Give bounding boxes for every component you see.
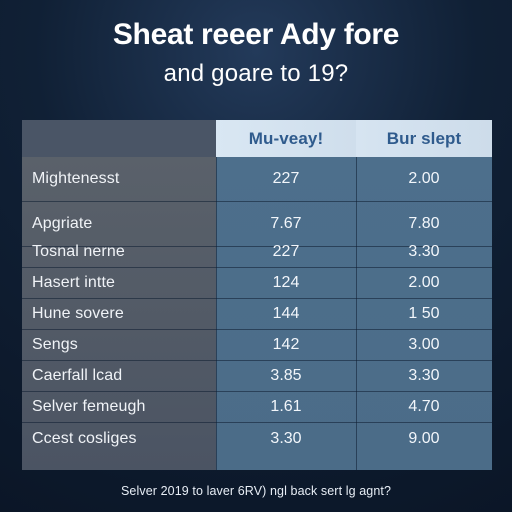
table-row: Ccest cosliges 3.30 9.00 [22, 423, 492, 454]
table-row: Mightenesst 227 2.00 [22, 157, 492, 202]
table-row: Selver femeugh 1.61 4.70 [22, 392, 492, 423]
title-line-1: Sheat reeer Ady fore [112, 18, 400, 51]
table-row: Apgriate 7.67 7.80 [22, 202, 492, 247]
table-row: Tosnal nerne 227 3.30 [22, 237, 492, 268]
row-value-col2: 2.00 [408, 274, 440, 291]
row-value-col2: 7.80 [408, 215, 440, 232]
row-value-col2: 3.00 [408, 336, 440, 353]
row-value-col2: 9.00 [408, 429, 440, 447]
row-value-col1: 7.67 [270, 215, 302, 232]
column-divider-2 [356, 157, 357, 470]
row-label: Selver femeugh [32, 398, 146, 415]
row-value-col1: 227 [272, 243, 300, 260]
row-label: Caerfall lcad [32, 367, 123, 384]
data-table: Mu-veay! Bur slept Mightenesst 227 2.00 … [22, 120, 492, 470]
row-value-col2: 3.30 [408, 243, 440, 260]
row-value-col2: 3.30 [408, 367, 440, 384]
table-row: Sengs 142 3.00 [22, 330, 492, 361]
row-label: Tosnal nerne [32, 243, 125, 260]
row-label: Sengs [32, 336, 78, 353]
row-value-col1: 144 [272, 305, 300, 322]
column-divider-1 [216, 157, 217, 470]
table-row: Hune sovere 144 1 50 [22, 299, 492, 330]
label-column-background [22, 157, 216, 470]
row-label: Hasert intte [32, 274, 116, 291]
row-value-col2: 4.70 [408, 398, 440, 415]
column-header-1: Mu-veay! [216, 120, 356, 157]
row-value-col1: 124 [272, 274, 300, 291]
row-value-col1: 227 [272, 170, 300, 187]
footer-caption: Selver 2019 to laver 6RV) ngl back sert … [121, 484, 391, 498]
table-row: Hasert intte 124 2.00 [22, 268, 492, 299]
table-header-empty [22, 120, 216, 157]
column-header-2: Bur slept [356, 120, 492, 157]
values-background [216, 157, 492, 470]
row-value-col1: 3.85 [270, 367, 302, 384]
row-label: Apgriate [32, 215, 93, 232]
row-value-col1: 1.61 [270, 398, 302, 415]
row-value-col2: 1 50 [408, 305, 440, 322]
row-value-col2: 2.00 [408, 170, 440, 187]
row-label: Hune sovere [32, 305, 124, 322]
row-label: Mightenesst [32, 170, 120, 187]
row-value-col1: 142 [272, 336, 300, 353]
table-row: Caerfall lcad 3.85 3.30 [22, 361, 492, 392]
row-label: Ccest cosliges [32, 429, 137, 447]
row-value-col1: 3.30 [270, 429, 302, 447]
title-line-2: and goare to 19? [163, 60, 349, 87]
